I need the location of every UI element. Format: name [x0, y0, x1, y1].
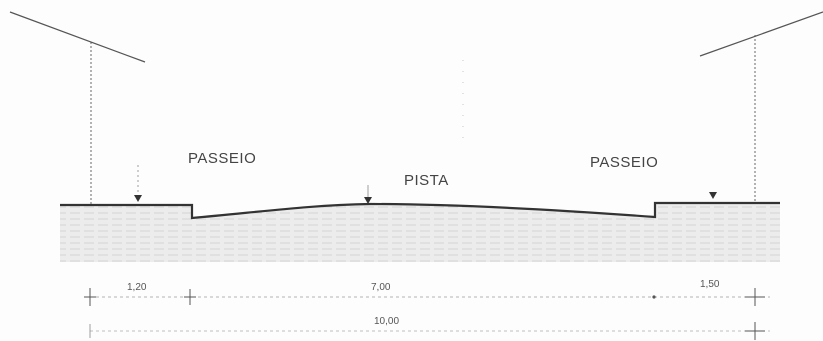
- level-marker-center: [364, 185, 372, 204]
- label-sidewalk-right: PASSEIO: [590, 154, 658, 171]
- soil-hatch: [60, 203, 780, 262]
- level-marker-left: [134, 165, 142, 202]
- dim-right-sidewalk: 1,50: [700, 279, 720, 290]
- dimension-line-total: [89, 322, 770, 340]
- label-roadway: PISTA: [404, 172, 449, 189]
- right-lamp-post-arm: [699, 11, 823, 57]
- dim-roadway: 7,00: [371, 282, 391, 293]
- dimension-line-partial: [84, 288, 770, 306]
- dim-total: 10,00: [374, 316, 399, 327]
- label-sidewalk-left: PASSEIO: [188, 150, 256, 167]
- surface-profile-line: [60, 201, 780, 220]
- dim-left-sidewalk: 1,20: [127, 282, 147, 293]
- left-lamp-post-arm: [9, 11, 146, 63]
- level-marker-right: [709, 192, 717, 199]
